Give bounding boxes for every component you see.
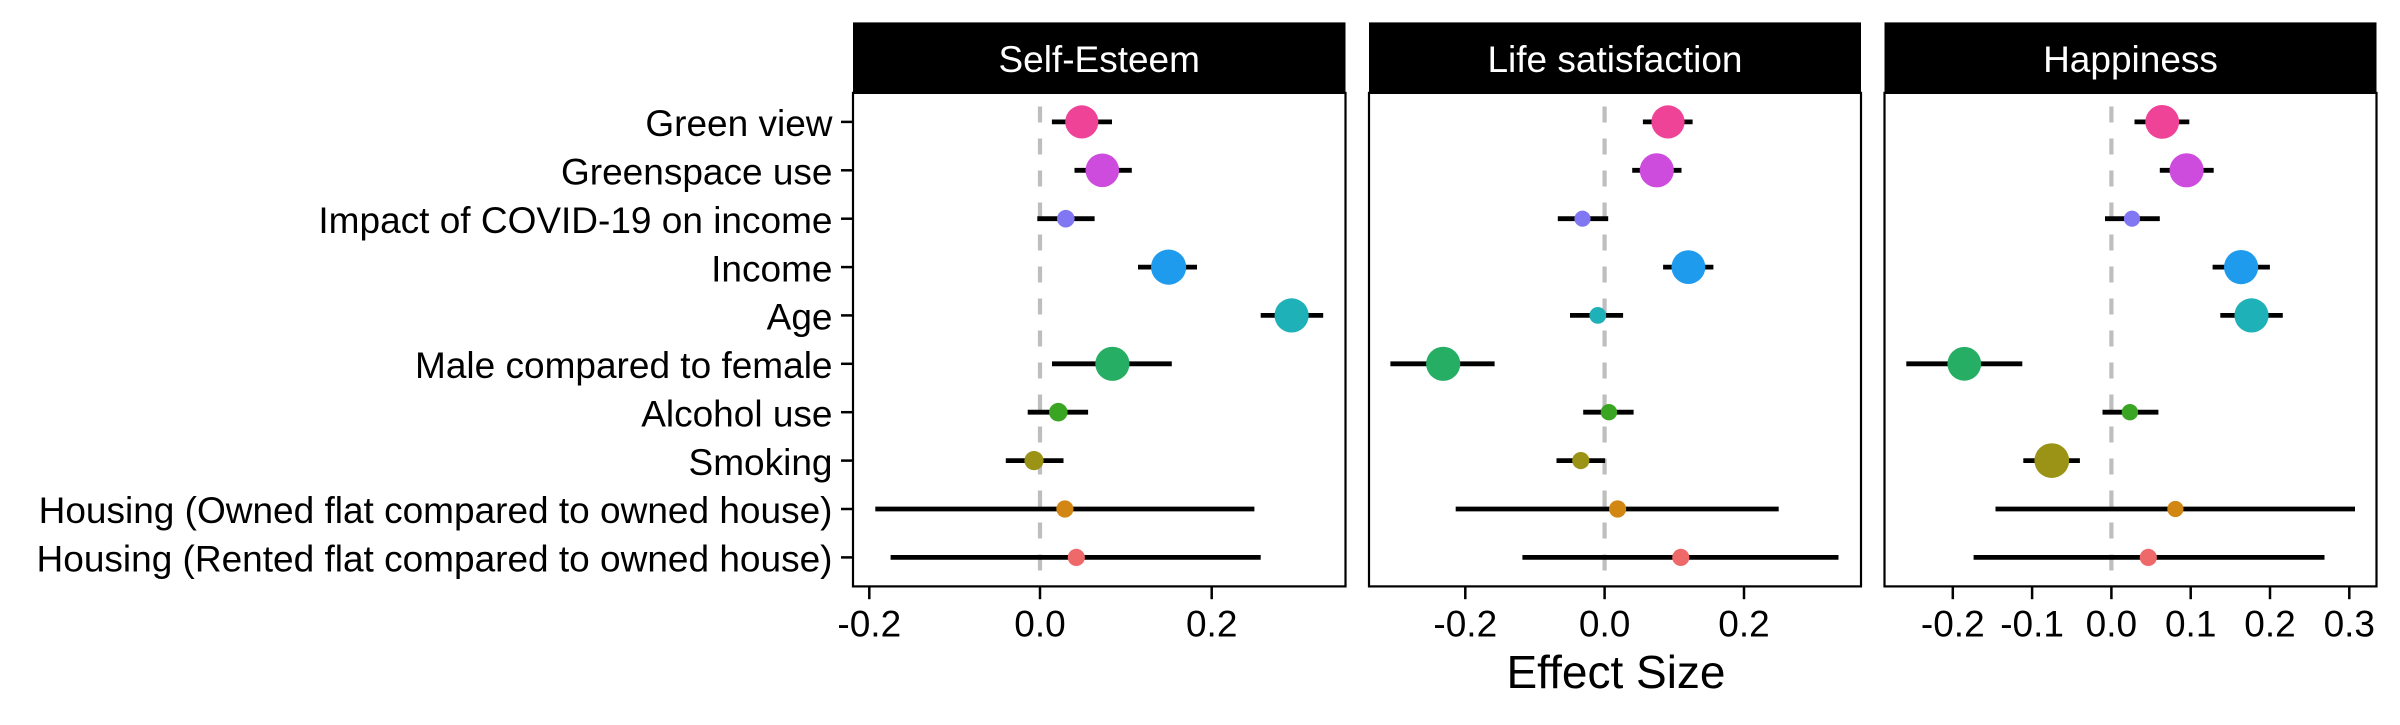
- svg-text:Effect Size: Effect Size: [1506, 646, 1725, 698]
- svg-text:Self-Esteem: Self-Esteem: [998, 39, 1200, 80]
- svg-text:Housing (Owned flat compared t: Housing (Owned flat compared to owned ho…: [39, 490, 833, 531]
- svg-text:0.3: 0.3: [2324, 604, 2375, 645]
- svg-text:0.2: 0.2: [2244, 604, 2295, 645]
- svg-text:0.1: 0.1: [2165, 604, 2216, 645]
- svg-text:-0.2: -0.2: [837, 604, 901, 645]
- svg-text:-0.2: -0.2: [1921, 604, 1985, 645]
- svg-text:Housing (Rented flat compared: Housing (Rented flat compared to owned h…: [37, 539, 833, 580]
- svg-text:Life satisfaction: Life satisfaction: [1487, 39, 1742, 80]
- svg-text:Green view: Green view: [645, 103, 832, 144]
- svg-text:Happiness: Happiness: [2043, 39, 2218, 80]
- svg-text:0.0: 0.0: [2086, 604, 2137, 645]
- svg-text:Impact of COVID-19 on income: Impact of COVID-19 on income: [318, 200, 832, 241]
- svg-text:-0.2: -0.2: [1433, 604, 1497, 645]
- svg-text:0.2: 0.2: [1718, 604, 1769, 645]
- svg-text:0.2: 0.2: [1186, 604, 1237, 645]
- svg-text:0.0: 0.0: [1579, 604, 1630, 645]
- svg-text:Alcohol use: Alcohol use: [641, 393, 832, 434]
- svg-text:Smoking: Smoking: [689, 442, 833, 483]
- svg-text:Age: Age: [767, 297, 833, 338]
- svg-text:0.0: 0.0: [1014, 604, 1065, 645]
- svg-text:Greenspace use: Greenspace use: [561, 152, 833, 193]
- svg-text:Income: Income: [711, 248, 832, 289]
- svg-text:-0.1: -0.1: [2000, 604, 2064, 645]
- svg-text:Male compared to female: Male compared to female: [415, 345, 832, 386]
